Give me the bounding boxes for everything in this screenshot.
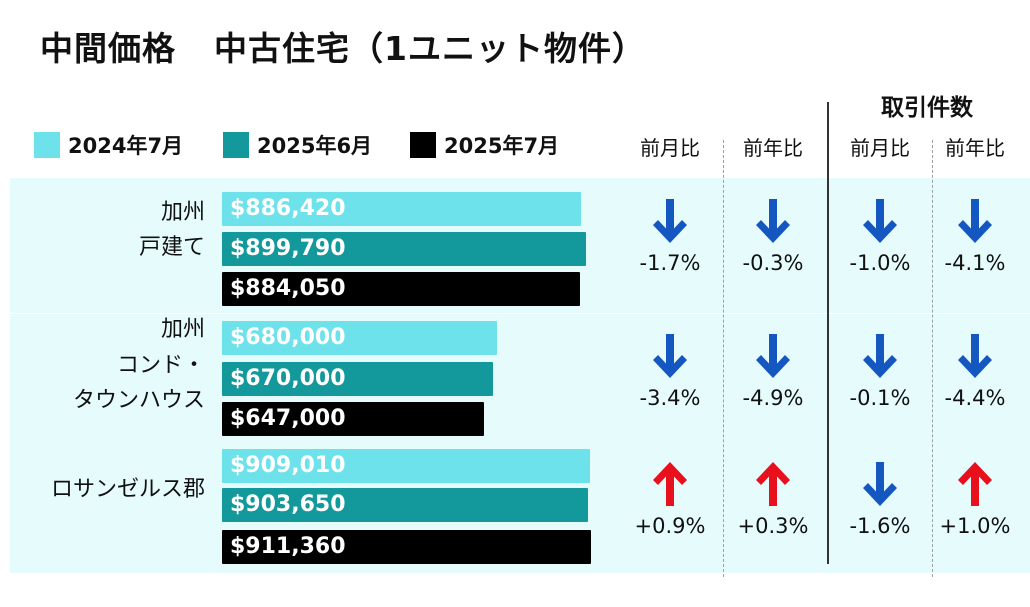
chart-title: 中間価格 中古住宅（1ユニット物件）	[40, 22, 646, 70]
row-label: タウンハウス	[72, 388, 205, 413]
change-cell: +0.9%	[620, 460, 720, 538]
legend-item: 2025年6月	[223, 130, 372, 160]
change-cell: -1.6%	[830, 460, 930, 538]
arrow-up-icon	[653, 462, 687, 506]
legend-item: 2024年7月	[34, 130, 183, 160]
arrow-up-icon	[756, 462, 790, 506]
column-header: 前月比	[850, 136, 910, 160]
column-header: 前月比	[640, 136, 700, 160]
arrow-down-icon	[863, 462, 897, 506]
arrow-down-icon	[756, 334, 790, 378]
change-cell: -4.1%	[925, 197, 1025, 275]
legend-label: 2025年6月	[257, 134, 373, 158]
change-value: +1.0%	[939, 514, 1011, 538]
column-divider	[723, 140, 724, 577]
change-value: -1.7%	[639, 251, 701, 275]
row-label: 戸建て	[138, 235, 205, 260]
change-value: -1.0%	[849, 251, 911, 275]
change-value: -0.1%	[849, 386, 911, 410]
legend-swatch	[34, 132, 60, 158]
change-value: -0.3%	[742, 251, 804, 275]
column-header: 前年比	[945, 136, 1005, 160]
arrow-down-icon	[863, 199, 897, 243]
change-value: +0.9%	[634, 514, 706, 538]
arrow-down-icon	[653, 199, 687, 243]
change-value: -1.6%	[849, 514, 911, 538]
column-header: 前年比	[743, 136, 803, 160]
change-cell: -1.7%	[620, 197, 720, 275]
bar-2024年7月: $680,000	[222, 321, 497, 355]
legend-label: 2025年7月	[444, 134, 560, 158]
change-cell: -4.4%	[925, 332, 1025, 410]
legend-swatch	[223, 132, 249, 158]
row-band	[10, 314, 1030, 441]
change-value: -4.4%	[944, 386, 1006, 410]
change-cell: -4.9%	[723, 332, 823, 410]
bar-2025年7月: $911,360	[222, 530, 591, 564]
change-value: -4.9%	[742, 386, 804, 410]
bar-2024年7月: $909,010	[222, 449, 590, 483]
bar-2025年7月: $884,050	[222, 272, 580, 306]
row-label: ロサンゼルス郡	[50, 477, 205, 502]
bar-2025年6月: $670,000	[222, 362, 493, 396]
change-value: +0.3%	[737, 514, 809, 538]
bar-2025年6月: $903,650	[222, 488, 588, 522]
legend-label: 2024年7月	[68, 134, 184, 158]
column-divider	[932, 140, 933, 577]
bar-2025年7月: $647,000	[222, 402, 484, 436]
change-cell: -0.1%	[830, 332, 930, 410]
row-label: 加州	[160, 200, 205, 225]
title-main: 中間価格	[40, 29, 176, 68]
arrow-down-icon	[756, 199, 790, 243]
column-group-header: 取引件数	[881, 95, 973, 121]
change-cell: -1.0%	[830, 197, 930, 275]
arrow-down-icon	[653, 334, 687, 378]
legend-item: 2025年7月	[410, 130, 559, 160]
legend-swatch	[410, 132, 436, 158]
change-cell: -3.4%	[620, 332, 720, 410]
arrow-down-icon	[863, 334, 897, 378]
change-cell: -0.3%	[723, 197, 823, 275]
change-cell: +0.3%	[723, 460, 823, 538]
row-label: 加州	[160, 317, 205, 342]
change-value: -3.4%	[639, 386, 701, 410]
arrow-down-icon	[958, 199, 992, 243]
row-label: コンド・	[116, 353, 205, 378]
change-cell: +1.0%	[925, 460, 1025, 538]
arrow-up-icon	[958, 462, 992, 506]
group-divider	[827, 102, 829, 564]
arrow-down-icon	[958, 334, 992, 378]
title-sub: 中古住宅（1ユニット物件）	[214, 29, 646, 68]
bar-2024年7月: $886,420	[222, 192, 581, 226]
bar-2025年6月: $899,790	[222, 232, 586, 266]
change-value: -4.1%	[944, 251, 1006, 275]
